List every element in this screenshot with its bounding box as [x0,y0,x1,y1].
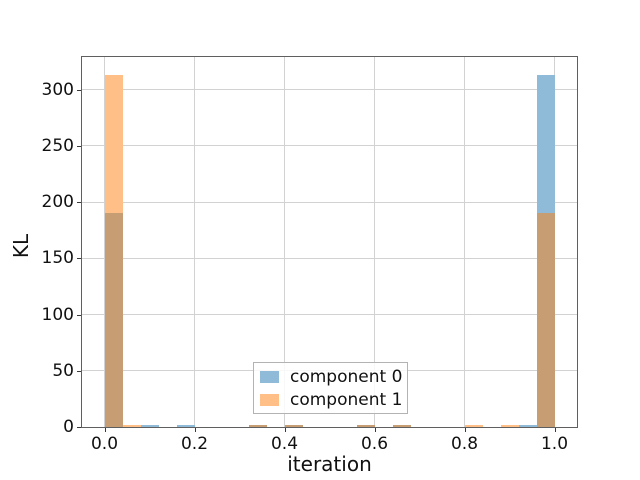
y-tick-label: 150 [41,248,74,269]
y-tick-label: 50 [52,360,74,381]
y-tick-label: 300 [41,79,74,100]
x-tick-mark [554,428,556,432]
gridline-vertical [554,57,555,427]
x-axis-label: iteration [287,452,372,476]
y-tick-mark [77,258,81,260]
bar-overlap [536,213,555,427]
legend-label-component-0: component 0 [290,366,403,387]
x-tick-mark [194,428,196,432]
x-tick-mark [104,428,106,432]
x-tick-label: 0.0 [90,434,119,454]
gridline-horizontal [82,201,577,203]
y-tick-mark [77,89,81,91]
bar-component-0 [140,424,159,427]
bar-component-1 [464,425,483,427]
bar-overlap [356,424,375,427]
legend-swatch-component-0-icon [260,370,279,383]
bar-component-0 [176,424,195,427]
x-tick-label: 0.4 [270,434,299,454]
y-tick-mark [77,202,81,204]
gridline-vertical [284,57,285,427]
x-tick-mark [284,428,286,432]
gridline-horizontal [82,145,577,147]
x-tick-label: 1.0 [540,434,569,454]
gridline-vertical [374,57,375,427]
gridline-horizontal [82,89,577,91]
y-tick-mark [77,370,81,372]
gridline-vertical [464,57,465,427]
y-tick-mark [77,145,81,147]
y-tick-label: 100 [41,304,74,325]
bar-overlap [248,424,267,427]
legend-row-component-1: component 1 [260,389,403,410]
x-tick-mark [464,428,466,432]
bar-overlap [392,425,411,427]
y-tick-label: 250 [41,135,74,156]
gridline-horizontal [82,257,577,259]
x-tick-label: 0.2 [180,434,209,454]
legend-swatch-component-1-icon [260,393,279,406]
bar-component-1 [122,424,141,427]
legend: component 0 component 1 [253,362,408,414]
y-tick-mark [77,314,81,316]
x-tick-mark [374,428,376,432]
legend-row-component-0: component 0 [260,366,403,387]
bar-overlap [104,213,123,427]
gridline-vertical [194,57,195,427]
y-tick-label: 200 [41,192,74,213]
bar-component-0 [536,74,555,214]
x-tick-label: 0.6 [360,434,389,454]
y-tick-mark [77,427,81,428]
x-tick-label: 0.8 [450,434,479,454]
bar-overlap [284,424,303,427]
bar-component-1 [500,425,519,427]
gridline-horizontal [82,314,577,316]
y-tick-label: 0 [63,417,74,437]
bar-component-1 [104,74,123,214]
bar-component-0 [518,425,537,427]
legend-label-component-1: component 1 [290,389,403,410]
